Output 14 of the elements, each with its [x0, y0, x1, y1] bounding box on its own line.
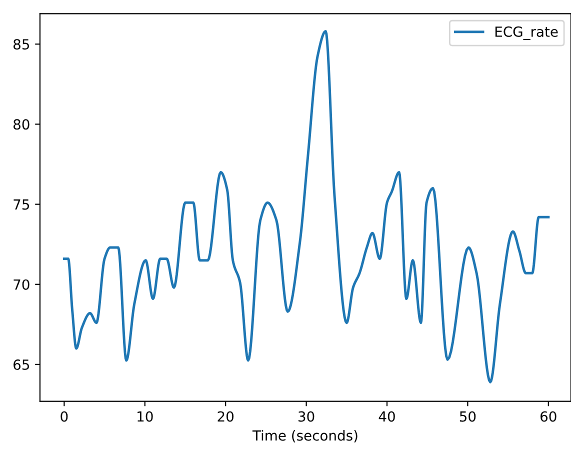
x-tick-label: 10: [138, 411, 153, 422]
x-tick-label: 40: [378, 411, 395, 422]
x-tick-label: 60: [540, 411, 556, 422]
y-tick-label: 80: [14, 119, 30, 130]
y-tick-label: 85: [14, 39, 30, 50]
legend-label: ECG_rate: [495, 26, 558, 40]
x-tick-label: 0: [60, 411, 68, 422]
y-tick-label: 70: [14, 279, 30, 290]
y-tick-label: 75: [14, 199, 30, 210]
y-tick-label: 65: [14, 359, 30, 370]
x-tick-label: 30: [298, 411, 314, 422]
x-tick-label: 20: [218, 411, 234, 422]
x-axis-title: Time (seconds): [252, 430, 358, 442]
x-tick-label: 50: [460, 411, 476, 422]
